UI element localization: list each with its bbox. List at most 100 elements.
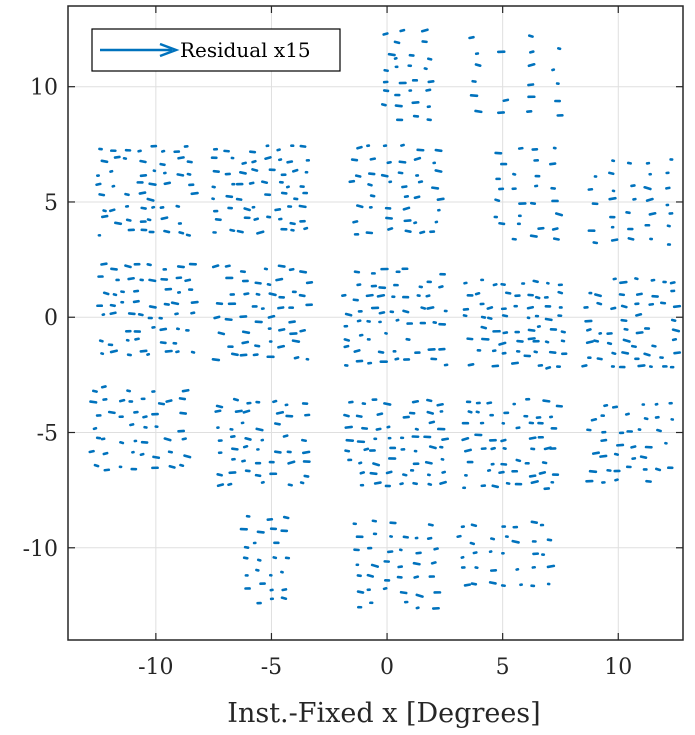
residual-arrow [303, 474, 310, 478]
residual-arrow [178, 231, 185, 235]
residual-arrow [168, 464, 176, 469]
residual-arrow [254, 344, 261, 348]
residual-arrow [213, 315, 221, 320]
residual-arrow [385, 470, 393, 475]
residual-arrow [369, 471, 378, 476]
residual-arrow [160, 216, 169, 221]
residual-arrow [433, 547, 439, 551]
residual-arrow [625, 211, 631, 215]
residual-arrow [586, 328, 592, 332]
residual-arrow [89, 400, 98, 404]
y-tick-label: 0 [44, 306, 58, 331]
residual-arrow [528, 474, 537, 478]
residual-arrow [606, 341, 613, 346]
residual-arrow [305, 281, 314, 285]
residual-arrow [620, 318, 628, 323]
residual-arrow [434, 169, 443, 173]
residual-arrow [369, 194, 376, 198]
residual-arrow [239, 170, 247, 175]
residual-arrow [251, 159, 257, 164]
axes-box [67, 5, 684, 641]
residual-arrow [299, 270, 308, 274]
residual-cluster [341, 267, 449, 367]
residual-arrow [275, 277, 284, 282]
residual-arrow [494, 198, 501, 203]
residual-arrow [139, 452, 145, 457]
residual-arrow [163, 181, 172, 186]
residual-arrow [468, 35, 475, 40]
residual-arrow [596, 301, 603, 306]
residual-arrow [343, 338, 351, 342]
residual-arrow [157, 402, 166, 406]
residual-arrow [611, 351, 617, 356]
residual-arrow [183, 454, 192, 459]
grid-lines [68, 6, 683, 640]
residual-arrow [100, 385, 107, 389]
residual-arrow [167, 450, 174, 454]
residual-arrow [469, 541, 476, 546]
residual-arrow [378, 311, 386, 315]
residual-arrow [138, 191, 147, 195]
residual-arrow [426, 306, 435, 310]
residual-arrow [380, 173, 389, 178]
residual-cluster [585, 401, 675, 484]
residual-arrow [139, 159, 147, 164]
residual-arrow [544, 317, 553, 322]
residual-arrow [92, 426, 98, 431]
residual-arrow [474, 109, 483, 114]
residual-cluster [95, 144, 199, 237]
residual-arrow [256, 230, 265, 235]
residual-arrow [343, 344, 350, 349]
residual-arrow [637, 364, 646, 368]
residual-arrow [634, 277, 639, 281]
residual-arrow [648, 211, 657, 216]
residual-arrow [590, 417, 598, 422]
residual-arrow [214, 409, 222, 413]
residual-arrow [622, 338, 631, 343]
y-tick-label: -10 [23, 537, 58, 562]
residual-arrow [402, 535, 409, 539]
residual-arrow [671, 328, 681, 333]
residual-arrow [600, 438, 608, 443]
residual-arrow [355, 414, 363, 418]
residual-cluster [352, 519, 442, 610]
residual-arrow [230, 352, 239, 357]
residual-arrow [95, 182, 102, 187]
residual-arrow [656, 428, 662, 433]
residual-arrow [190, 350, 196, 354]
residual-arrow [301, 438, 307, 443]
residual-arrow [109, 349, 118, 354]
residual-arrow [359, 471, 366, 475]
residual-arrow [229, 228, 236, 233]
residual-arrow [146, 197, 155, 202]
residual-arrow [352, 220, 359, 224]
residual-arrow [288, 267, 295, 272]
residual-arrow [280, 596, 288, 601]
residual-arrow [527, 83, 535, 87]
residual-arrow [299, 481, 305, 485]
residual-arrow [413, 156, 422, 161]
residual-arrow [100, 262, 108, 266]
residual-arrow [498, 470, 505, 475]
residual-arrow [624, 412, 630, 416]
residual-arrow [299, 328, 306, 333]
residual-arrow [438, 285, 444, 289]
residual-arrow [100, 159, 109, 164]
residual-arrow [486, 401, 493, 405]
residual-arrow [281, 588, 288, 592]
residual-arrow [224, 264, 231, 268]
residual-arrow [224, 317, 233, 322]
residual-arrow [243, 207, 251, 212]
residual-arrow [277, 344, 286, 349]
residual-arrow [377, 350, 385, 354]
residual-arrow [286, 160, 294, 164]
residual-arrow [544, 340, 550, 344]
residual-arrow [129, 423, 135, 427]
residual-arrow [596, 357, 603, 361]
residual-arrow [109, 311, 117, 316]
residual-arrow [480, 315, 487, 319]
residual-arrow [527, 337, 536, 341]
residual-arrow [277, 306, 285, 310]
residual-arrow [236, 229, 244, 234]
residual-arrow [256, 558, 262, 562]
